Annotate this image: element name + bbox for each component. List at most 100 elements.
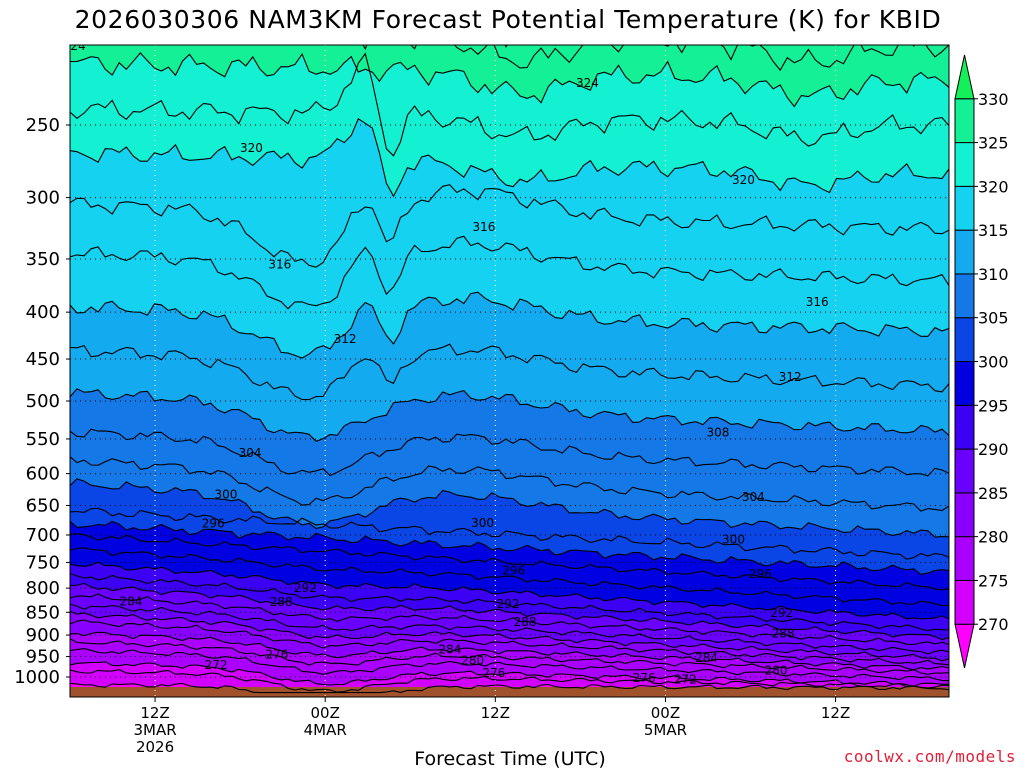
- contour-label-text: 292: [497, 597, 520, 611]
- contour-label: 316: [268, 258, 291, 272]
- colorbar-label: 310: [978, 265, 1009, 284]
- y-tick-label: 950: [26, 647, 60, 668]
- contour-label-text: 296: [502, 563, 525, 577]
- y-tick-label: 250: [26, 115, 60, 136]
- colorbar-segment: [954, 98, 975, 144]
- contour-label: 312: [779, 370, 802, 384]
- contour-label: 292: [294, 581, 317, 595]
- contour-label: 308: [706, 425, 729, 439]
- isentrope-line: [70, 648, 949, 682]
- colorbar-segment: [954, 404, 975, 450]
- colorbar-label: 305: [978, 309, 1009, 328]
- contour-label: 328: [63, 0, 86, 1]
- isentrope-line: [70, 603, 949, 655]
- isentrope-line: [70, 117, 949, 198]
- contour-label-text: 292: [770, 606, 793, 620]
- colorbar: 270 275 280 285 290 295 300 305 310 315 320 325 330: [954, 54, 1009, 669]
- contour-label-text: 304: [239, 446, 262, 460]
- contour-label-text: 288: [772, 626, 795, 640]
- colorbar-label: 275: [978, 571, 1009, 590]
- contour-label: 312: [334, 332, 357, 346]
- y-tick-label: 350: [26, 249, 60, 270]
- contour-label-text: 288: [514, 615, 537, 629]
- x-tick-label: 12Z: [821, 704, 850, 722]
- contour-label: 284: [695, 651, 718, 665]
- contour-label: 320: [240, 141, 263, 155]
- contour-label-text: 288: [270, 595, 293, 609]
- colorbar-segment: [954, 361, 975, 406]
- colorbar-segment: [954, 229, 975, 275]
- contour-label: 292: [497, 597, 520, 611]
- contour-label-text: 276: [266, 647, 289, 661]
- colorbar-label: 320: [978, 177, 1009, 196]
- contour-label: 320: [732, 173, 755, 187]
- colorbar-label: 285: [978, 484, 1009, 503]
- contour-label-text: 280: [765, 664, 788, 678]
- contour-label-text: 296: [749, 567, 772, 581]
- contour-label: 300: [722, 533, 745, 547]
- contour-label-text: 292: [294, 581, 317, 595]
- x-tick-label: 12Z: [481, 704, 510, 722]
- contour-label: 276: [482, 666, 505, 680]
- colorbar-segment: [954, 142, 975, 187]
- contour-label-text: 276: [633, 671, 656, 685]
- colorbar-segment: [954, 317, 975, 363]
- y-tick-label: 650: [26, 495, 60, 516]
- grid-layer: [70, 45, 949, 697]
- contour-label-text: 320: [240, 141, 263, 155]
- contour-label-text: 312: [779, 370, 802, 384]
- contour-label: 284: [120, 594, 143, 608]
- y-tick-label: 450: [26, 349, 60, 370]
- isentrope-line: [70, 561, 949, 620]
- x-tick-label: 12Z: [140, 704, 169, 722]
- y-tick-label: 750: [26, 552, 60, 573]
- contour-label-text: 300: [214, 487, 237, 501]
- colorbar-label: 315: [978, 221, 1009, 240]
- contour-label: 324: [70, 45, 86, 53]
- isentrope-line: [70, 638, 949, 675]
- isentrope-line: [70, 456, 949, 512]
- fill-layer: [70, 45, 949, 697]
- y-tick-label: 850: [26, 602, 60, 623]
- isentrope-line: [252, 45, 949, 72]
- x-tick-label: 00Z: [311, 704, 340, 722]
- contour-label: 300: [214, 487, 237, 501]
- band-fill: [362, 45, 949, 71]
- contour-label-text: 328: [63, 0, 86, 1]
- x-tick-year: 2026: [136, 738, 174, 756]
- isentrope-line: [70, 661, 949, 687]
- contour-label-text: 284: [439, 642, 462, 656]
- contour-label: 284: [439, 642, 462, 656]
- isentrope-line: [70, 235, 949, 310]
- isentrope-line: [70, 478, 949, 538]
- plot-area: 3283243283283243203203163163163123123083…: [63, 0, 949, 697]
- colorbar-segment: [954, 623, 975, 669]
- contour-label-text: 300: [471, 516, 494, 530]
- credit-text: coolwx.com/models: [843, 747, 1016, 766]
- contour-label: 272: [205, 658, 228, 672]
- contour-label-text: 324: [576, 76, 599, 90]
- contour-label: 316: [806, 295, 829, 309]
- contour-label: 280: [765, 664, 788, 678]
- contour-label-text: 300: [722, 533, 745, 547]
- contour-label: 304: [742, 490, 765, 504]
- isentrope-line: [70, 533, 949, 591]
- isentrope-line: [70, 682, 949, 694]
- contour-label: 316: [473, 220, 496, 234]
- chart-title: 2026030306 NAM3KM Forecast Potential Tem…: [75, 5, 942, 34]
- contour-label: 288: [270, 595, 293, 609]
- isentrope-line: [70, 507, 949, 560]
- x-tick-date: 5MAR: [644, 721, 687, 739]
- contour-label: 292: [770, 606, 793, 620]
- contour-label-text: 312: [334, 332, 357, 346]
- isentrope-line: [70, 573, 949, 632]
- isentrope-line: [70, 184, 949, 268]
- colorbar-segment: [954, 273, 975, 319]
- contour-label: 296: [202, 516, 225, 530]
- colorbar-segment: [954, 185, 975, 231]
- contour-label-text: 308: [706, 425, 729, 439]
- y-tick-label: 600: [26, 464, 60, 485]
